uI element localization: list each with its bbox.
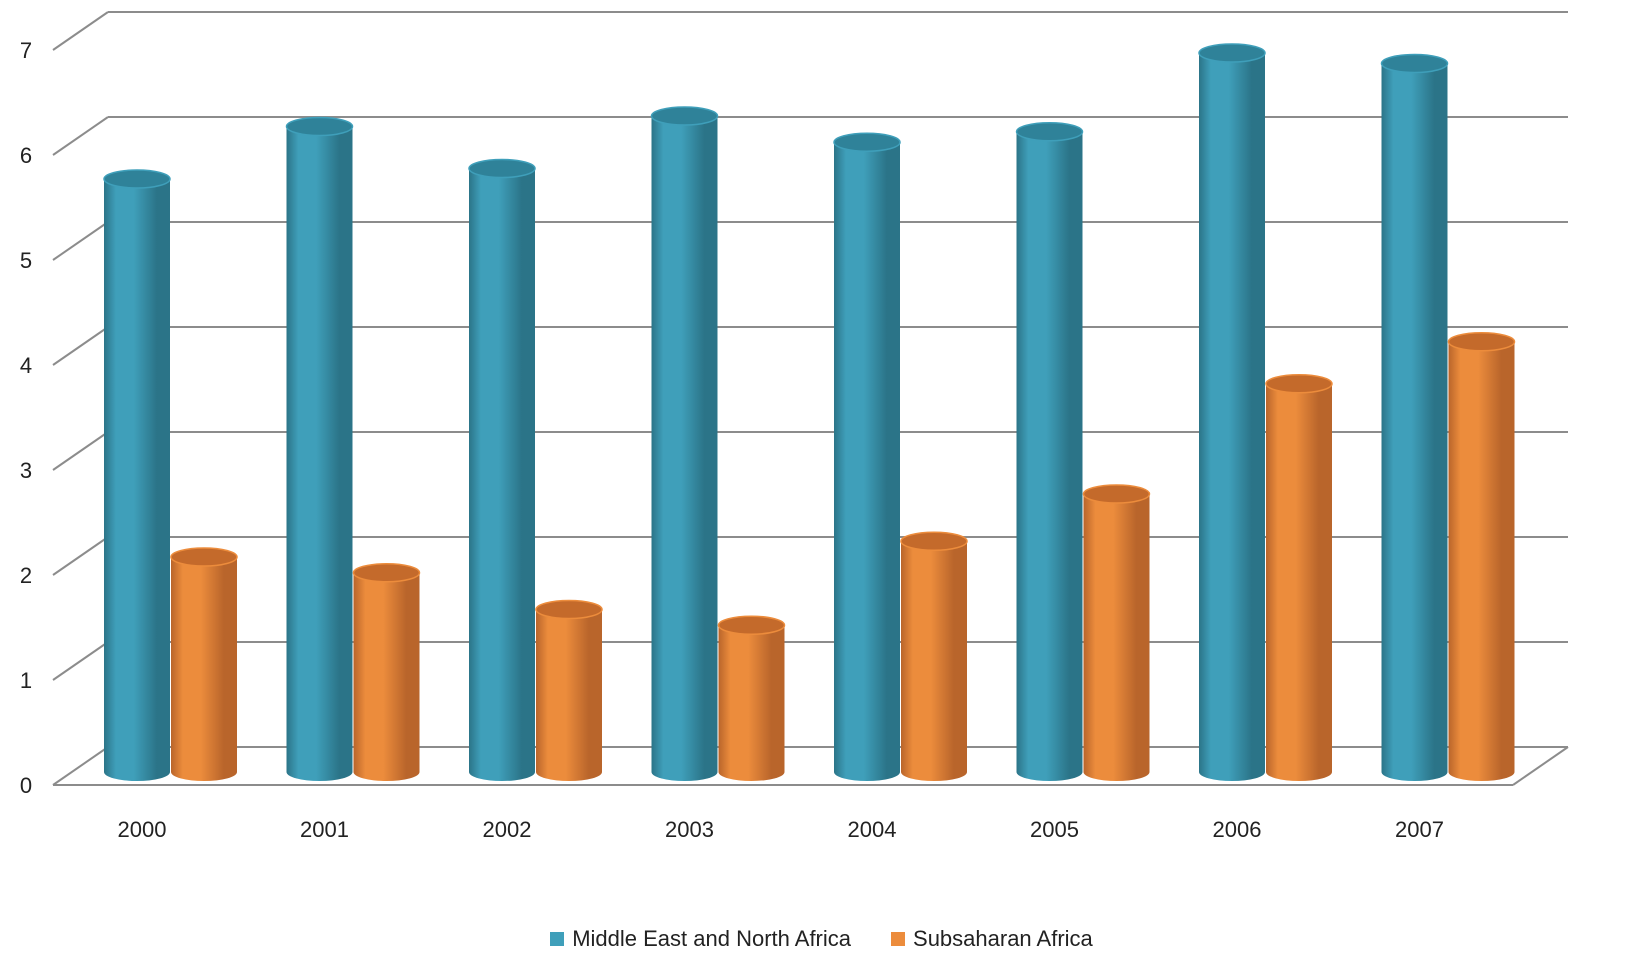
bar-2007-series-1 bbox=[1380, 53, 1449, 781]
wall-tick-4 bbox=[52, 326, 109, 366]
bar-2002-series-2 bbox=[535, 599, 603, 781]
bar-body bbox=[1083, 494, 1150, 781]
gridlines bbox=[52, 11, 1569, 786]
y-tick-label: 1 bbox=[20, 668, 32, 693]
bar-top bbox=[900, 531, 968, 551]
bar-2001-series-1 bbox=[285, 116, 354, 781]
bar-2001-series-2 bbox=[352, 563, 421, 781]
y-tick-label: 5 bbox=[20, 248, 32, 273]
bar-body bbox=[901, 541, 967, 781]
wall-tick-7 bbox=[52, 11, 109, 51]
wall-tick-6 bbox=[52, 116, 109, 156]
bar-body bbox=[353, 572, 420, 781]
y-tick-label: 6 bbox=[20, 143, 32, 168]
x-tick-label: 2003 bbox=[665, 817, 714, 842]
bar-2004-series-1 bbox=[833, 132, 901, 781]
floor-right-edge bbox=[1512, 746, 1569, 786]
bar-2005-series-2 bbox=[1082, 484, 1151, 781]
bar-body bbox=[469, 168, 535, 781]
wall-tick-2 bbox=[52, 536, 109, 576]
bar-top bbox=[1082, 484, 1151, 504]
bar-body bbox=[1448, 341, 1515, 781]
bar-2006-series-2 bbox=[1265, 374, 1333, 781]
bar-body bbox=[536, 609, 602, 781]
bar-top bbox=[1447, 332, 1516, 352]
wall-tick-3 bbox=[52, 431, 109, 471]
bar-body bbox=[834, 142, 900, 781]
bar-top bbox=[717, 615, 786, 635]
bar-top bbox=[352, 563, 421, 583]
bar-top bbox=[1015, 122, 1084, 142]
legend-swatch-series-1 bbox=[550, 932, 565, 946]
x-tick-label: 2001 bbox=[300, 817, 349, 842]
bar-body bbox=[1016, 131, 1083, 781]
bar-top bbox=[103, 169, 171, 189]
bar-top bbox=[535, 599, 603, 620]
y-tick-label: 2 bbox=[20, 563, 32, 588]
legend-label-series-2: Subsaharan Africa bbox=[913, 926, 1093, 951]
bar-2003-series-1 bbox=[650, 106, 719, 781]
legend-swatch-series-2 bbox=[891, 932, 906, 946]
bar-body bbox=[171, 557, 237, 781]
bar-body bbox=[1199, 53, 1265, 781]
bar-body bbox=[286, 126, 353, 781]
bar-top bbox=[1198, 43, 1266, 63]
bar-2000-series-1 bbox=[103, 169, 171, 781]
y-tick-label: 3 bbox=[20, 458, 32, 483]
bar-2000-series-2 bbox=[170, 547, 238, 781]
bar-2007-series-2 bbox=[1447, 332, 1516, 781]
bar-top bbox=[285, 116, 354, 137]
bar-2005-series-1 bbox=[1015, 122, 1084, 781]
y-tick-label: 4 bbox=[20, 353, 32, 378]
bar-2002-series-1 bbox=[468, 158, 536, 781]
bar-top bbox=[1265, 374, 1333, 394]
x-tick-label: 2007 bbox=[1395, 817, 1444, 842]
legend-item-series-1: Middle East and North Africa bbox=[550, 926, 851, 952]
legend: Middle East and North Africa Subsaharan … bbox=[0, 926, 1643, 952]
x-tick-label: 2004 bbox=[848, 817, 897, 842]
y-tick-label: 7 bbox=[20, 38, 32, 63]
bar-top bbox=[1380, 53, 1449, 74]
bar-body bbox=[651, 116, 718, 781]
bar-body bbox=[1381, 63, 1448, 781]
wall-tick-0 bbox=[52, 746, 109, 786]
legend-label-series-1: Middle East and North Africa bbox=[572, 926, 852, 951]
bar-top bbox=[650, 106, 719, 126]
x-tick-label: 2006 bbox=[1213, 817, 1262, 842]
bar-2004-series-2 bbox=[900, 531, 968, 781]
bar-body bbox=[104, 179, 170, 781]
bar-top bbox=[170, 547, 238, 567]
wall-tick-1 bbox=[52, 641, 109, 681]
bar-body bbox=[1266, 383, 1332, 781]
bar-top bbox=[833, 132, 901, 152]
bars bbox=[103, 43, 1516, 781]
x-tick-label: 2002 bbox=[483, 817, 532, 842]
y-tick-label: 0 bbox=[20, 773, 32, 798]
x-tick-label: 2000 bbox=[118, 817, 167, 842]
wall-tick-5 bbox=[52, 221, 109, 261]
bar-2003-series-2 bbox=[717, 615, 786, 781]
y-axis-ticks: 0 1 2 3 4 5 6 7 bbox=[20, 38, 32, 798]
bar-body bbox=[718, 625, 785, 781]
bar-2006-series-1 bbox=[1198, 43, 1266, 781]
legend-item-series-2: Subsaharan Africa bbox=[891, 926, 1093, 952]
bar-top bbox=[468, 158, 536, 179]
x-axis-ticks: 2000 2001 2002 2003 2004 2005 2006 2007 bbox=[118, 817, 1444, 842]
x-tick-label: 2005 bbox=[1030, 817, 1079, 842]
